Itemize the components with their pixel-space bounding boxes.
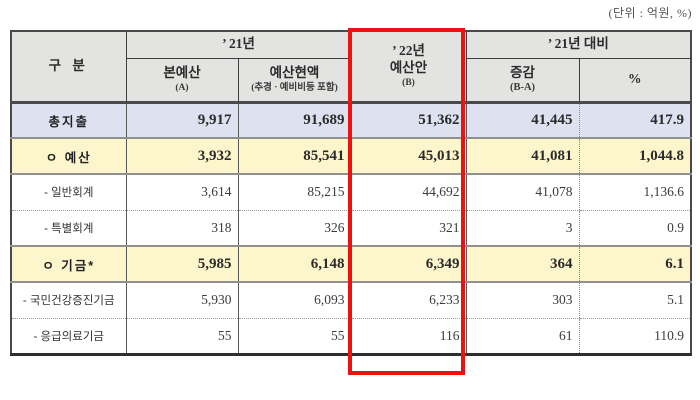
value-cell: 51,362 [350, 102, 467, 139]
budget-table: 구 분 ’ 21년 ’ 22년 예산안 (B) ’ 21년 대비 본예산 (A)… [10, 30, 693, 356]
value-cell: 5,930 [125, 282, 238, 319]
table-row-eunggeup-fund: - 응급의료기금 55 55 116 61 110.9 [10, 318, 693, 356]
table-row-yesan: ㅇ 예산 3,932 85,541 45,013 41,081 1,044.8 [10, 138, 693, 175]
header-bonyesan: 본예산 (A) [125, 57, 239, 104]
header-bonyesan-sub: (A) [175, 82, 189, 93]
header-gubun: 구 분 [10, 30, 127, 104]
header-bonyesan-title: 본예산 [163, 64, 201, 80]
value-cell: 6.1 [578, 246, 693, 283]
header-hyunaek: 예산현액 (추경 · 예비비등 포함) [237, 57, 352, 104]
value-cell: 3,932 [125, 138, 238, 175]
table-row-gigeum: ㅇ 기금* 5,985 6,148 6,349 364 6.1 [10, 246, 693, 283]
value-cell: 321 [350, 210, 467, 247]
header-hyunaek-sub: (추경 · 예비비등 포함) [251, 82, 338, 93]
value-cell: 55 [237, 318, 352, 356]
value-cell: 5.1 [578, 282, 693, 319]
table-row-geongang-fund: - 국민건강증진기금 5,930 6,093 6,233 303 5.1 [10, 282, 693, 319]
value-cell: 6,233 [350, 282, 467, 319]
header-y22-sub: (B) [402, 77, 415, 88]
header-y22-yesanan: ’ 22년 예산안 (B) [350, 30, 467, 104]
header-y21: ’ 21년 [125, 30, 352, 59]
value-cell: 41,078 [465, 174, 580, 211]
header-jeunggam-sub: (B-A) [509, 82, 536, 94]
table-row-teukbyeol: - 특별회계 318 326 321 3 0.9 [10, 210, 693, 247]
value-cell: 326 [237, 210, 352, 247]
row-label-cell: 총지출 [10, 102, 126, 139]
value-cell: 318 [125, 210, 238, 247]
value-cell: 3,614 [125, 174, 238, 211]
value-cell: 116 [350, 318, 467, 356]
value-cell: 61 [465, 318, 580, 356]
table-row-total: 총지출 9,917 91,689 51,362 41,445 417.9 [10, 102, 693, 139]
row-label-cell: - 특별회계 [10, 210, 126, 247]
value-cell: 41,445 [465, 102, 580, 139]
header-y22-line2: 예산안 [389, 59, 428, 75]
unit-label: (단위 : 억원, %) [608, 6, 692, 20]
value-cell: 44,692 [350, 174, 467, 211]
value-cell: 85,541 [237, 138, 352, 175]
value-cell: 1,044.8 [578, 138, 693, 175]
row-label-cell: - 국민건강증진기금 [10, 282, 126, 319]
value-cell: 9,917 [125, 102, 238, 139]
value-cell: 364 [465, 246, 580, 283]
value-cell: 6,349 [350, 246, 467, 283]
row-label-cell: ㅇ 예산 [10, 138, 126, 175]
value-cell: 110.9 [578, 318, 693, 356]
value-cell: 41,081 [465, 138, 580, 175]
value-cell: 0.9 [578, 210, 693, 247]
value-cell: 45,013 [350, 138, 467, 175]
value-cell: 6,148 [237, 246, 352, 283]
header-jeunggam-title: 증감 [510, 64, 535, 80]
value-cell: 417.9 [578, 102, 693, 139]
header-y22-line1: ’ 22년 [392, 42, 425, 58]
header-hyunaek-title: 예산현액 [269, 64, 320, 80]
value-cell: 55 [125, 318, 238, 356]
table-row-ilban: - 일반회계 3,614 85,215 44,692 41,078 1,136.… [10, 174, 693, 211]
row-label-cell: ㅇ 기금* [10, 246, 126, 283]
value-cell: 3 [465, 210, 580, 247]
header-percent: % [578, 57, 693, 104]
row-label-cell: - 일반회계 [10, 174, 126, 211]
value-cell: 91,689 [237, 102, 352, 139]
value-cell: 1,136.6 [578, 174, 693, 211]
value-cell: 303 [465, 282, 580, 319]
header-y21-daebi: ’ 21년 대비 [465, 30, 693, 59]
header-jeunggam: 증감 (B-A) [465, 57, 580, 104]
value-cell: 5,985 [125, 246, 238, 283]
value-cell: 85,215 [237, 174, 352, 211]
value-cell: 6,093 [237, 282, 352, 319]
row-label-cell: - 응급의료기금 [10, 318, 126, 356]
